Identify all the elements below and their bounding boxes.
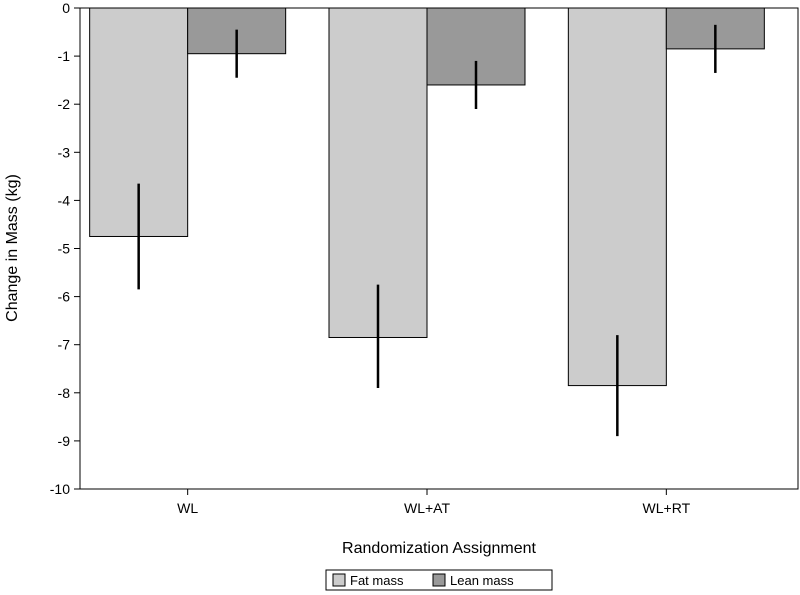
y-tick-label: -5	[58, 241, 71, 257]
legend-swatch-fat-mass	[332, 573, 346, 587]
bar-fat-mass-wl-rt	[567, 7, 667, 387]
y-tick-label: 0	[62, 0, 70, 16]
x-axis: WL WL+AT WL+RT	[177, 489, 691, 516]
y-tick-label: -3	[58, 144, 71, 160]
error-bars-group	[137, 24, 717, 437]
legend-swatch-lean-mass	[432, 573, 446, 587]
y-tick-label: -10	[50, 481, 70, 497]
legend: Fat mass Lean mass	[325, 569, 553, 591]
y-tick-label: -2	[58, 96, 71, 112]
y-tick-label: -9	[58, 433, 71, 449]
y-tick-label: -1	[58, 48, 71, 64]
plot-frame	[79, 7, 799, 490]
y-tick-label: -7	[58, 337, 71, 353]
y-tick-label: -4	[58, 192, 71, 208]
legend-label-lean-mass: Lean mass	[450, 573, 514, 588]
y-tick-label: -8	[58, 385, 71, 401]
y-tick-label: -6	[58, 289, 71, 305]
x-tick-label: WL	[177, 500, 198, 516]
x-tick-label: WL+AT	[404, 500, 450, 516]
y-axis: 0 -1 -2 -3 -4 -5 -6 -7 -8 -9 -10	[50, 0, 80, 497]
x-axis-title: Randomization Assignment	[342, 540, 536, 557]
x-tick-label: WL+RT	[643, 500, 691, 516]
legend-label-fat-mass: Fat mass	[350, 573, 404, 588]
bar-fat-mass-wl-at	[328, 7, 428, 338]
bars-group	[89, 7, 765, 387]
y-axis-title: Change in Mass (kg)	[4, 174, 21, 322]
